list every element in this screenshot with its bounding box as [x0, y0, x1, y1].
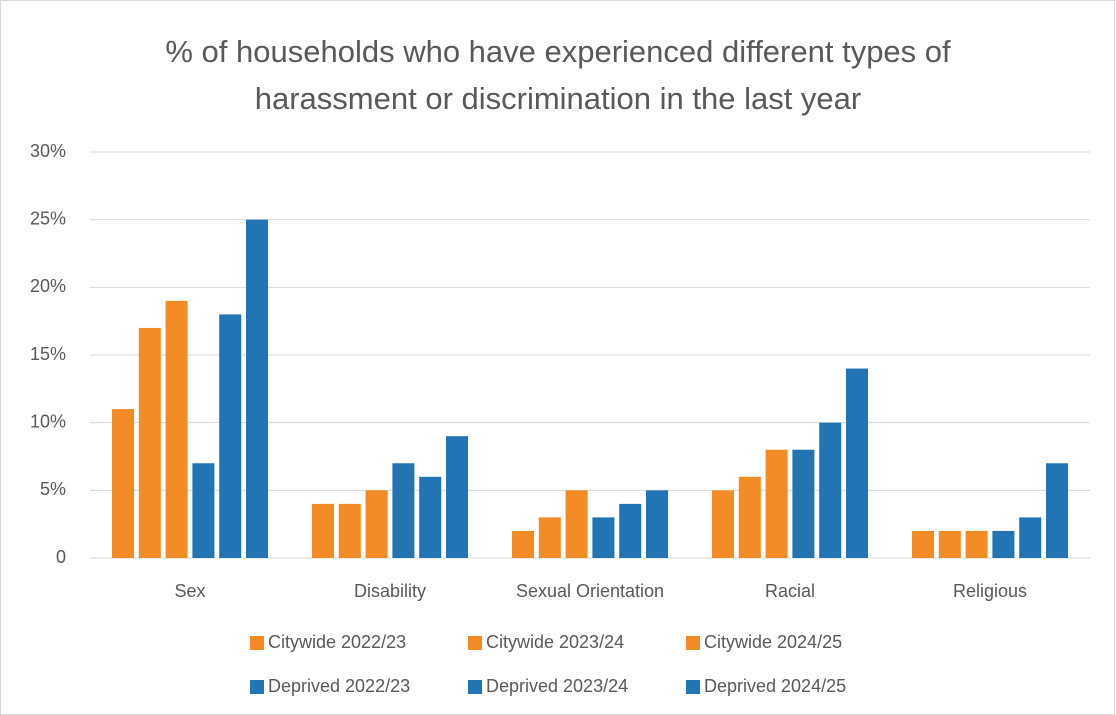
bar	[512, 530, 534, 558]
y-tick-label: 0	[56, 547, 66, 567]
bar	[646, 490, 668, 558]
y-tick-label: 15%	[30, 344, 66, 364]
bar	[365, 490, 388, 558]
bar	[112, 409, 134, 558]
bar	[219, 314, 242, 558]
legend-label: Deprived 2024/25	[704, 676, 846, 696]
legend-label: Citywide 2024/25	[704, 632, 842, 652]
bar	[392, 463, 415, 558]
chart-title: % of households who have experienced dif…	[165, 34, 951, 116]
legend-label: Deprived 2022/23	[268, 676, 410, 696]
legend-label: Citywide 2022/23	[268, 632, 406, 652]
bar	[792, 449, 815, 558]
y-tick-label: 20%	[30, 276, 66, 296]
bar	[312, 503, 334, 558]
bar	[846, 368, 868, 558]
x-tick-label: Religious	[953, 581, 1027, 601]
legend-swatch	[686, 680, 700, 694]
y-tick-label: 30%	[30, 141, 66, 161]
bar	[738, 476, 761, 558]
y-tick-label: 10%	[30, 411, 66, 431]
legend-label: Deprived 2023/24	[486, 676, 628, 696]
x-tick-label: Sexual Orientation	[516, 581, 664, 601]
bar	[246, 219, 268, 558]
bar	[992, 530, 1015, 558]
bar	[138, 327, 161, 558]
bar	[912, 530, 934, 558]
bar	[192, 463, 215, 558]
x-tick-label: Disability	[354, 581, 426, 601]
legend-swatch	[468, 680, 482, 694]
legend-label: Citywide 2023/24	[486, 632, 624, 652]
bar	[165, 300, 188, 558]
bar	[712, 490, 734, 558]
y-tick-label: 25%	[30, 208, 66, 228]
legend-swatch	[468, 636, 482, 650]
bar	[819, 422, 842, 558]
legend-swatch	[250, 636, 264, 650]
bar	[338, 503, 361, 558]
bar	[1019, 517, 1042, 558]
bar	[538, 517, 561, 558]
bar	[565, 490, 588, 558]
bar	[938, 530, 961, 558]
legend-swatch	[250, 680, 264, 694]
bar	[592, 517, 615, 558]
x-tick-label: Racial	[765, 581, 815, 601]
y-tick-label: 5%	[40, 479, 66, 499]
bar	[965, 530, 988, 558]
x-tick-label: Sex	[174, 581, 205, 601]
bar	[446, 436, 468, 558]
bar	[765, 449, 788, 558]
legend-swatch	[686, 636, 700, 650]
bar	[619, 503, 642, 558]
bar	[419, 476, 442, 558]
bar	[1046, 463, 1068, 558]
